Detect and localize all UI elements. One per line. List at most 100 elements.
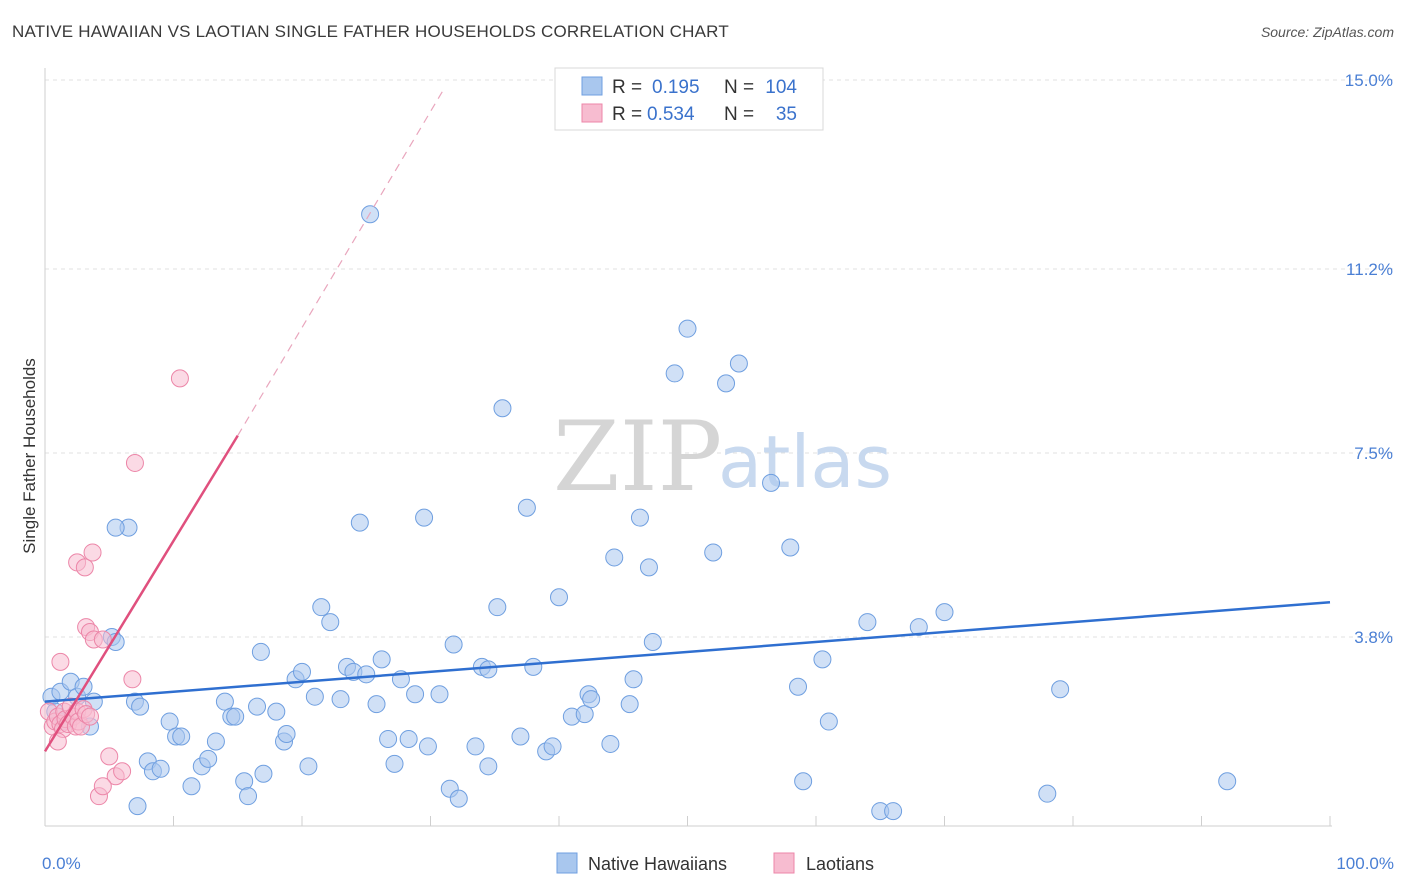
watermark-atlas: atlas	[718, 420, 892, 504]
native-hawaiian-point	[226, 707, 245, 726]
native-hawaiian-point	[884, 802, 903, 821]
native-hawaiian-point	[543, 737, 562, 756]
laotian-point	[80, 707, 99, 726]
laotian-point	[93, 777, 112, 796]
y-axis-tick-labels: 3.8% 7.5% 11.2% 15.0%	[1345, 71, 1393, 647]
native-hawaiian-point	[372, 650, 391, 669]
legend-top: R = 0.195 N = 104 R = 0.534 N = 35	[554, 67, 824, 131]
legend-r-value: 0.534	[647, 104, 695, 125]
native-hawaiian-point	[312, 598, 331, 617]
native-hawaiian-point	[794, 772, 813, 791]
y-axis-label: Single Father Households	[20, 358, 39, 554]
x-axis-ticks	[173, 816, 1331, 826]
x-axis-tick-labels: 0.0% 100.0%	[42, 854, 1394, 873]
native-hawaiian-point	[575, 705, 594, 724]
watermark-zip: ZIP	[553, 401, 722, 513]
native-hawaiian-point	[182, 777, 201, 796]
x-tick-label-min: 0.0%	[42, 854, 81, 873]
native-hawaiian-point	[151, 759, 170, 778]
native-hawaiian-point	[762, 473, 781, 492]
laotian-point	[51, 652, 70, 671]
native-hawaiian-point	[639, 558, 658, 577]
native-hawaiian-point	[350, 513, 369, 532]
native-hawaiian-point	[620, 695, 639, 714]
native-hawaiian-point	[267, 702, 286, 721]
laotian-point	[75, 558, 94, 577]
laotian-trend-line	[43, 434, 239, 753]
legend-n-label: N =	[724, 104, 754, 125]
native-hawaiian-point	[624, 670, 643, 689]
native-hawaiian-point	[781, 538, 800, 557]
legend-n-label: N =	[724, 77, 754, 98]
chart-title: NATIVE HAWAIIAN VS LAOTIAN SINGLE FATHER…	[12, 22, 729, 41]
legend-n-value: 35	[776, 104, 797, 125]
native-hawaiian-point	[415, 508, 434, 527]
native-hawaiian-point	[789, 677, 808, 696]
native-hawaiian-point	[488, 598, 507, 617]
native-hawaiian-point	[206, 732, 225, 751]
native-hawaiian-point	[630, 508, 649, 527]
data-points	[39, 205, 1237, 821]
legend-swatch-laotians	[581, 103, 603, 123]
native-hawaiian-point	[582, 690, 601, 709]
bottom-legend-swatch-native-hawaiians	[556, 852, 578, 874]
legend-r-label: R =	[612, 104, 642, 125]
laotian-point	[93, 630, 112, 649]
native-hawaiian-point	[1218, 772, 1237, 791]
native-hawaiian-point	[858, 613, 877, 632]
native-hawaiian-point	[517, 498, 536, 517]
native-hawaiian-point	[444, 635, 463, 654]
native-hawaiian-point	[357, 665, 376, 684]
native-hawaiian-point	[813, 650, 832, 669]
native-hawaiian-trend-line	[44, 600, 1331, 703]
native-hawaiian-point	[235, 772, 254, 791]
native-hawaiian-point	[399, 729, 418, 748]
native-hawaiian-point	[379, 729, 398, 748]
legend-swatch-native-hawaiians	[581, 76, 603, 96]
native-hawaiian-point	[466, 737, 485, 756]
native-hawaiian-point	[367, 695, 386, 714]
native-hawaiian-point	[678, 319, 697, 338]
native-hawaiian-point	[361, 205, 380, 224]
native-hawaiian-point	[131, 697, 150, 716]
y-tick-label: 11.2%	[1346, 260, 1393, 279]
native-hawaiian-point	[909, 618, 928, 637]
native-hawaiian-point	[819, 712, 838, 731]
x-tick-label-max: 100.0%	[1336, 854, 1394, 873]
native-hawaiian-point	[215, 692, 234, 711]
native-hawaiian-point	[239, 787, 258, 806]
native-hawaiian-point	[248, 697, 267, 716]
laotian-point	[100, 747, 119, 766]
native-hawaiian-point	[493, 399, 512, 418]
native-hawaiian-point	[321, 613, 340, 632]
native-hawaiian-point	[128, 797, 147, 816]
bottom-legend-label-laotians: Laotians	[806, 854, 874, 874]
legend-bottom: Native Hawaiians Laotians	[556, 852, 874, 874]
bottom-legend-label-native-hawaiians: Native Hawaiians	[588, 854, 727, 874]
native-hawaiian-point	[1038, 784, 1057, 803]
legend-r-value: 0.195	[652, 77, 700, 98]
native-hawaiian-point	[106, 518, 125, 537]
laotian-point	[83, 543, 102, 562]
native-hawaiian-point	[550, 588, 568, 607]
native-hawaiian-point	[935, 603, 954, 622]
native-hawaiian-point	[479, 757, 498, 776]
bottom-legend-swatch-laotians	[773, 852, 795, 874]
native-hawaiian-point	[665, 364, 684, 383]
legend-r-label: R =	[612, 77, 642, 98]
native-hawaiian-point	[293, 662, 311, 681]
native-hawaiian-point	[643, 632, 662, 651]
native-hawaiian-point	[254, 764, 273, 783]
native-hawaiian-point	[524, 657, 543, 676]
native-hawaiian-point	[277, 724, 296, 743]
native-hawaiian-point	[251, 642, 270, 661]
trend-lines	[43, 89, 1331, 753]
native-hawaiian-point	[199, 749, 218, 768]
native-hawaiian-point	[406, 685, 425, 704]
native-hawaiian-point	[1051, 680, 1070, 699]
y-tick-label: 3.8%	[1354, 628, 1393, 647]
native-hawaiian-point	[430, 685, 449, 704]
native-hawaiian-point	[704, 543, 723, 562]
native-hawaiian-point	[172, 727, 191, 746]
